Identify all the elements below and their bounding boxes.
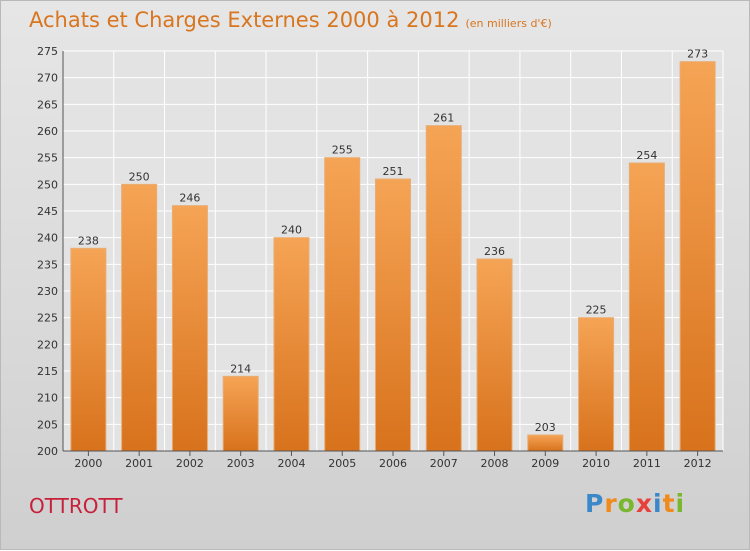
logo-letter: i	[653, 489, 663, 518]
bar-value-label: 238	[78, 234, 99, 247]
y-tick-label: 215	[37, 365, 58, 378]
y-tick-label: 220	[37, 338, 58, 351]
logo-letter: P	[585, 489, 605, 518]
y-tick-label: 200	[37, 445, 58, 458]
bar	[171, 205, 208, 452]
bar	[374, 178, 412, 452]
x-tick-label: 2007	[430, 457, 458, 470]
y-tick-label: 210	[37, 392, 58, 405]
y-tick-label: 270	[37, 72, 58, 85]
logo-letter: i	[675, 489, 686, 518]
bar-value-label: 225	[586, 304, 607, 317]
x-tick-label: 2004	[277, 457, 305, 470]
bar-value-label: 203	[535, 421, 556, 434]
x-tick-label: 2006	[379, 457, 407, 470]
x-tick-label: 2009	[531, 457, 559, 470]
bar-value-label: 236	[484, 245, 505, 258]
chart-title: Achats et Charges Externes 2000 à 2012 (e…	[29, 8, 552, 32]
bar-value-label: 251	[383, 165, 404, 178]
bar	[222, 375, 259, 452]
bar	[578, 317, 615, 452]
bar-value-label: 240	[281, 224, 302, 237]
y-tick-label: 250	[37, 178, 58, 191]
y-tick-label: 205	[37, 418, 58, 431]
bar-value-label: 246	[179, 192, 200, 205]
logo-letter: r	[604, 489, 618, 518]
y-tick-label: 235	[37, 258, 58, 271]
x-tick-label: 2008	[481, 457, 509, 470]
bar	[527, 434, 564, 452]
chart-title-text: Achats et Charges Externes 2000 à 2012	[29, 8, 460, 32]
bar-value-label: 255	[332, 144, 353, 157]
bar	[70, 247, 107, 452]
y-tick-label: 225	[37, 312, 58, 325]
y-tick-label: 260	[37, 125, 58, 138]
y-tick-label: 255	[37, 152, 58, 165]
logo-letter: x	[635, 489, 653, 518]
y-tick-label: 240	[37, 232, 58, 245]
bar-value-label: 250	[129, 170, 150, 183]
logo-letter: t	[662, 489, 676, 518]
y-tick-label: 265	[37, 98, 58, 111]
x-tick-label: 2002	[176, 457, 204, 470]
bar	[679, 61, 716, 452]
y-tick-label: 275	[37, 45, 58, 58]
commune-name: OTTROTT	[29, 494, 123, 518]
chart-subtitle: (en milliers d'€)	[465, 17, 552, 30]
x-tick-label: 2001	[125, 457, 153, 470]
x-tick-label: 2003	[227, 457, 255, 470]
bar	[425, 125, 462, 452]
bar-value-label: 254	[636, 149, 657, 162]
x-tick-label: 2005	[328, 457, 356, 470]
y-tick-label: 230	[37, 285, 58, 298]
bar	[273, 237, 310, 452]
bar	[628, 162, 665, 452]
bar-value-label: 273	[687, 48, 708, 61]
y-tick-label: 245	[37, 205, 58, 218]
x-tick-label: 2011	[633, 457, 661, 470]
proxiti-logo: Proxiti	[585, 489, 685, 518]
x-tick-label: 2010	[582, 457, 610, 470]
logo-letter: o	[617, 489, 636, 518]
bar-value-label: 214	[230, 362, 251, 375]
bar	[476, 258, 513, 452]
x-tick-label: 2000	[74, 457, 102, 470]
bar	[324, 157, 361, 452]
bar	[121, 183, 158, 452]
bar-value-label: 261	[433, 112, 454, 125]
x-tick-label: 2012	[684, 457, 712, 470]
